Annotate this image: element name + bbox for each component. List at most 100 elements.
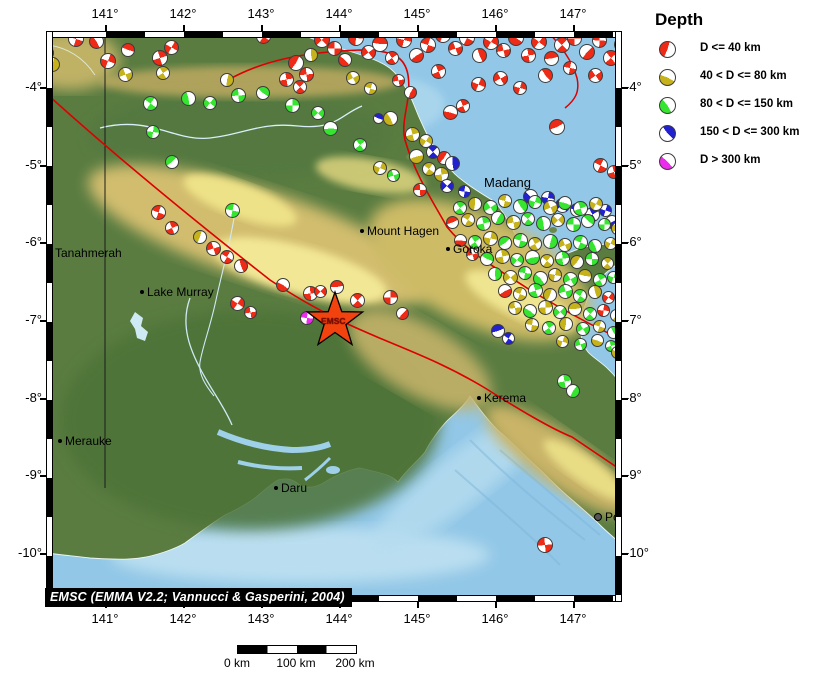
beachball-b	[491, 324, 505, 338]
lat-label: -10°	[625, 545, 649, 560]
beachball-r	[395, 306, 409, 320]
city-label-merauke: Merauke	[58, 433, 112, 448]
beachball-g	[482, 199, 498, 215]
beachball-g	[353, 138, 367, 152]
city-marker	[446, 246, 450, 251]
beachball-r	[403, 85, 417, 99]
city-name: Daru	[281, 480, 308, 495]
beachball-g	[535, 215, 551, 231]
beachball-g	[512, 232, 528, 248]
depth-ball-icon	[659, 125, 676, 142]
beachball-o	[502, 269, 518, 285]
beachball-g	[557, 283, 573, 299]
legend-item-label: 80 < D <= 150 km	[700, 98, 794, 110]
beachball-g	[572, 234, 588, 250]
beachball-r	[430, 63, 446, 79]
lon-tick	[417, 25, 419, 31]
attribution-banner: EMSC (EMMA V2.2; Vannucci & Gasperini, 2…	[45, 588, 352, 607]
depth-ball-icon	[659, 153, 676, 170]
beachball-b	[501, 331, 515, 345]
terrain-basemap	[48, 33, 620, 600]
beachball-o	[537, 299, 553, 315]
city-marker	[594, 512, 602, 521]
lat-tick	[40, 475, 46, 477]
legend-item-b: 150 < D <= 300 km	[655, 122, 819, 150]
lon-label: 143°	[247, 6, 275, 21]
beachball-o	[570, 255, 584, 269]
lon-tick	[573, 602, 575, 608]
beachball-r	[596, 303, 610, 317]
beachball-r	[408, 47, 424, 63]
lon-tick	[417, 602, 419, 608]
beachball-r	[447, 40, 463, 56]
beachball-g	[588, 239, 602, 253]
lon-label: 147°	[559, 6, 587, 21]
beachball-o	[498, 194, 512, 208]
beachball-g	[554, 250, 570, 266]
city-name: Lake Murray	[147, 284, 214, 299]
beachball-r	[100, 53, 116, 69]
lon-label: 142°	[169, 6, 197, 21]
lat-tick	[40, 320, 46, 322]
beachball-o	[304, 48, 318, 62]
beachball-g	[542, 233, 558, 249]
lat-tick	[40, 242, 46, 244]
city-marker	[140, 289, 144, 294]
legend-items: D <= 40 km 40 < D <= 80 km 80 < D <= 150 k…	[655, 38, 819, 178]
city-label-mount-hagen: Mount Hagen	[360, 223, 439, 238]
scale-bar-label: 0 km	[223, 656, 250, 670]
beachball-g	[386, 168, 400, 182]
beachball-g	[284, 97, 300, 113]
lat-tick	[622, 553, 628, 555]
beachball-g	[566, 384, 580, 398]
lat-label: -4°	[625, 79, 642, 94]
beachball-o	[346, 71, 360, 85]
lat-label: -8°	[625, 390, 642, 405]
beachball-g	[224, 202, 240, 218]
beachball-o	[48, 56, 60, 72]
beachball-o	[482, 230, 498, 246]
lat-label: -5°	[625, 157, 642, 172]
beachball-o	[568, 302, 582, 316]
beachball-o	[220, 73, 234, 87]
city-label-lake-murray: Lake Murray	[140, 284, 214, 299]
beachball-o	[542, 199, 558, 215]
beachball-r	[338, 53, 352, 67]
beachball-r	[360, 44, 376, 60]
depth-legend: Depth D <= 40 km 40 < D <= 80 km 80 < D <=…	[655, 10, 819, 178]
beachball-g	[322, 120, 338, 136]
lat-label: -9°	[25, 467, 42, 482]
beachball-r	[563, 61, 577, 75]
beachball-r	[243, 305, 257, 319]
lon-tick	[573, 25, 575, 31]
beachball-b	[372, 112, 384, 124]
city-name: Madang	[484, 175, 531, 191]
city-marker	[477, 395, 481, 400]
lat-tick	[622, 320, 628, 322]
beachball-g	[256, 86, 270, 100]
beachball-r	[205, 240, 221, 256]
map-frame-left	[46, 31, 53, 602]
beachball-o	[558, 238, 572, 252]
beachball-r	[391, 73, 405, 87]
lon-tick	[105, 25, 107, 31]
city-marker	[58, 438, 62, 443]
lat-label: -7°	[25, 312, 42, 327]
beachball-r	[293, 80, 307, 94]
lat-tick	[40, 398, 46, 400]
lat-tick	[622, 398, 628, 400]
beachball-r	[537, 537, 553, 553]
beachball-g	[573, 337, 587, 351]
lat-tick	[622, 242, 628, 244]
city-name: Tanahmerah	[55, 245, 122, 260]
beachball-r	[288, 55, 304, 71]
city-label-kerema: Kerema	[477, 390, 526, 405]
beachball-g	[311, 106, 325, 120]
legend-item-g: 80 < D <= 150 km	[655, 94, 819, 122]
city-name: Kerema	[484, 390, 527, 405]
beachball-o	[468, 197, 482, 211]
beachball-g	[165, 155, 179, 169]
beachball-r	[150, 204, 166, 220]
beachball-g	[203, 96, 217, 110]
